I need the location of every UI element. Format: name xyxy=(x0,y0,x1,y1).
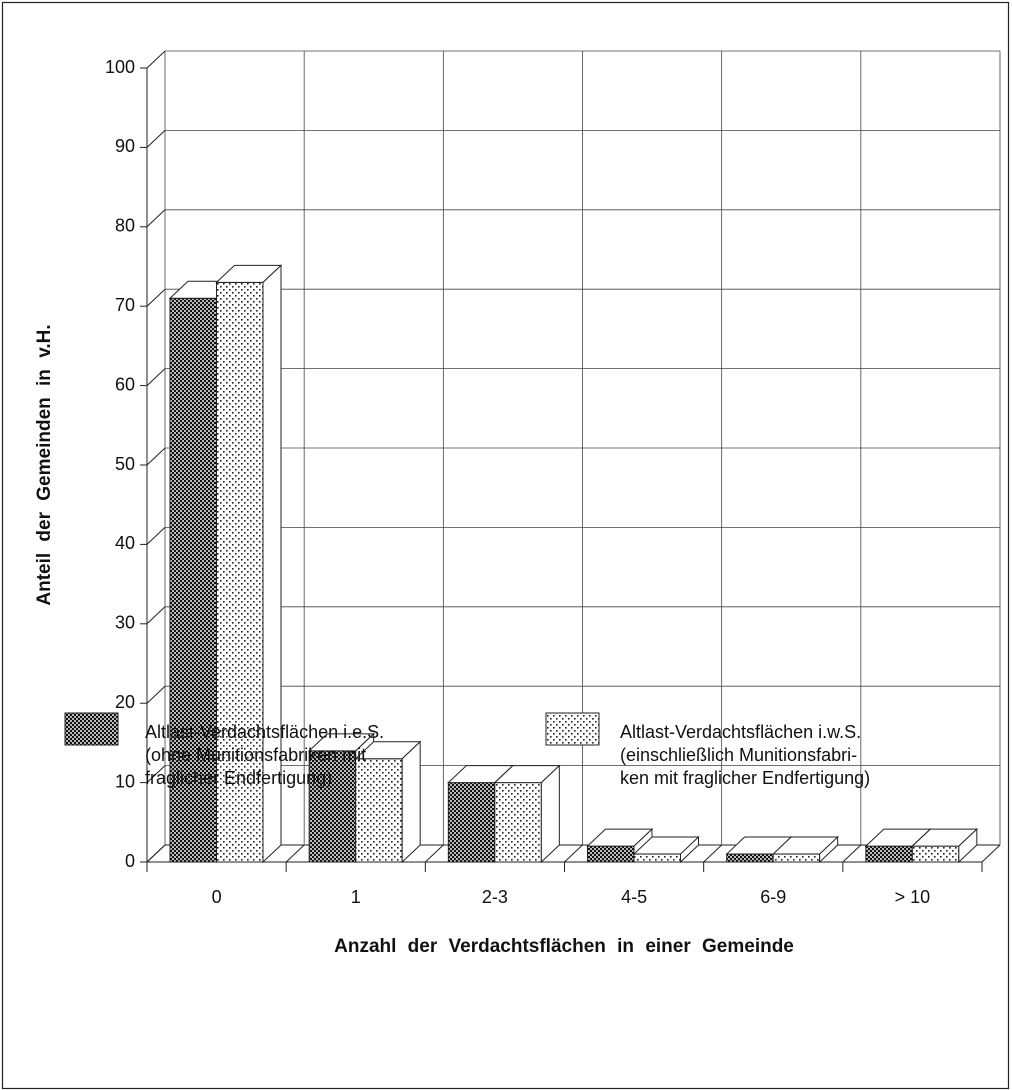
bar xyxy=(447,782,496,863)
bar xyxy=(865,845,913,863)
y-tick-label: 0 xyxy=(125,851,135,871)
side-grid-line xyxy=(146,844,166,863)
bar-side xyxy=(262,264,282,864)
floor-diagonal xyxy=(564,844,583,863)
bar xyxy=(911,845,960,863)
side-grid-line xyxy=(146,685,166,704)
x-tick-label: 1 xyxy=(351,887,361,907)
y-tick-label: 70 xyxy=(115,295,135,315)
bar xyxy=(633,853,681,863)
bar-side xyxy=(540,764,560,864)
y-tick-label: 40 xyxy=(115,533,135,553)
bar xyxy=(494,782,542,863)
x-tick-label: 6-9 xyxy=(760,887,786,907)
legend-description: (ohne Munitionsfabriken mit xyxy=(145,745,366,765)
y-axis-title: Anteil der Gemeinden in v.H. xyxy=(34,324,55,605)
legend-swatch xyxy=(64,712,119,746)
bar-side xyxy=(680,835,699,864)
bar xyxy=(355,758,403,863)
side-grid-line xyxy=(146,50,166,69)
y-tick-label: 100 xyxy=(105,57,135,77)
y-tick-label: 50 xyxy=(115,454,135,474)
x-axis-title: Anzahl der Verdachtsflächen in einer Gem… xyxy=(334,936,794,957)
side-grid-line xyxy=(146,447,166,466)
floor-diagonal xyxy=(842,844,862,863)
bar-side xyxy=(958,827,978,864)
y-tick-label: 90 xyxy=(115,136,135,156)
side-grid-line xyxy=(146,288,166,307)
legend-description: fraglicher Endfertigung) xyxy=(145,768,332,788)
side-grid-line xyxy=(146,368,166,386)
floor-diagonal xyxy=(703,844,723,863)
floor-diagonal xyxy=(981,844,1001,863)
y-tick-label: 80 xyxy=(115,216,135,236)
bar xyxy=(726,853,774,863)
legend-description: ken mit fraglicher Endfertigung) xyxy=(620,768,870,788)
side-grid-line xyxy=(146,527,166,545)
bar xyxy=(772,853,821,863)
y-tick-label: 60 xyxy=(115,374,135,394)
legend-description: (einschließlich Munitionsfabri- xyxy=(620,745,857,765)
y-tick-label: 10 xyxy=(115,771,135,791)
x-tick-label: 4-5 xyxy=(621,887,647,907)
legend-label: Altlast-Verdachtsflächen i.e.S. xyxy=(145,722,384,742)
x-tick-label: > 10 xyxy=(895,887,931,907)
floor-diagonal xyxy=(285,844,305,863)
x-tick-label: 2-3 xyxy=(482,887,508,907)
bar-side xyxy=(819,835,839,864)
side-grid-line xyxy=(146,209,166,228)
side-grid-line xyxy=(146,606,166,625)
side-grid-line xyxy=(146,130,166,148)
bar xyxy=(216,281,264,863)
bar xyxy=(587,845,635,863)
y-tick-label: 20 xyxy=(115,692,135,712)
floor-diagonal xyxy=(424,844,444,863)
legend-swatch xyxy=(545,712,600,746)
x-tick-label: 0 xyxy=(212,887,222,907)
side-grid-line xyxy=(146,765,166,783)
y-tick-label: 30 xyxy=(115,613,135,633)
bar-side xyxy=(401,740,421,864)
legend-label: Altlast-Verdachtsflächen i.w.S. xyxy=(620,722,861,742)
